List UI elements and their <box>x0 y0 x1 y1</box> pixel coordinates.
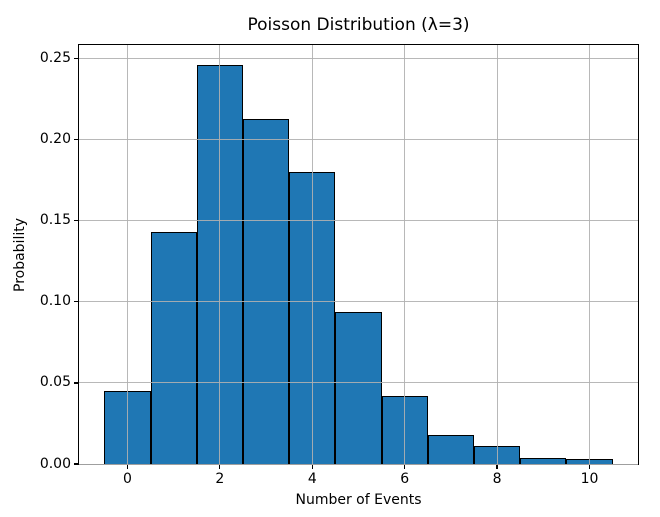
plot-area <box>78 44 639 465</box>
bar-3 <box>243 118 290 464</box>
y-tick-label: 0.25 <box>39 50 71 67</box>
chart-title: Poisson Distribution (λ=3) <box>247 15 470 35</box>
y-tick-label: 0.15 <box>39 212 71 229</box>
bar-6 <box>381 395 428 464</box>
bars-layer <box>79 45 638 464</box>
y-tick-mark-0.05 <box>74 382 78 384</box>
x-tick-mark-2 <box>219 465 221 469</box>
x-tick-mark-6 <box>404 465 406 469</box>
x-tick-label: 0 <box>123 471 132 487</box>
bar-7 <box>427 434 474 464</box>
x-tick-mark-8 <box>496 465 498 469</box>
x-tick-mark-4 <box>311 465 313 469</box>
bar-4 <box>289 172 336 464</box>
y-tick-mark-0.1 <box>74 301 78 303</box>
x-tick-label: 10 <box>580 471 599 487</box>
bar-5 <box>335 311 382 464</box>
bar-9 <box>520 457 567 464</box>
x-tick-label: 6 <box>400 471 410 487</box>
y-tick-label: 0.10 <box>39 293 71 310</box>
y-tick-label: 0.00 <box>39 455 71 472</box>
x-tick-label: 8 <box>492 471 502 487</box>
x-tick-label: 4 <box>307 471 317 487</box>
y-tick-mark-0.25 <box>74 58 78 60</box>
bar-0 <box>104 391 151 464</box>
x-axis-label: Number of Events <box>295 492 422 508</box>
y-tick-mark-0.15 <box>74 220 78 222</box>
y-tick-mark-0.2 <box>74 139 78 141</box>
x-tick-mark-0 <box>126 465 129 469</box>
x-tick-label: 2 <box>215 471 225 487</box>
bar-8 <box>473 446 521 464</box>
bar-10 <box>566 459 613 464</box>
bar-1 <box>150 232 197 464</box>
y-tick-label: 0.05 <box>39 374 71 391</box>
y-tick-mark-0 <box>74 463 78 465</box>
y-tick-label: 0.20 <box>39 131 71 148</box>
x-tick-mark-10 <box>588 465 591 469</box>
bar-2 <box>196 65 243 464</box>
